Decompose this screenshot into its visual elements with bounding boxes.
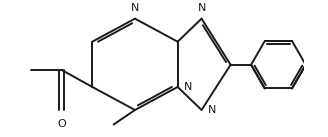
- Text: N: N: [184, 82, 192, 92]
- Text: N: N: [131, 3, 139, 13]
- Text: N: N: [208, 105, 216, 115]
- Text: O: O: [57, 119, 66, 129]
- Text: N: N: [197, 3, 206, 13]
